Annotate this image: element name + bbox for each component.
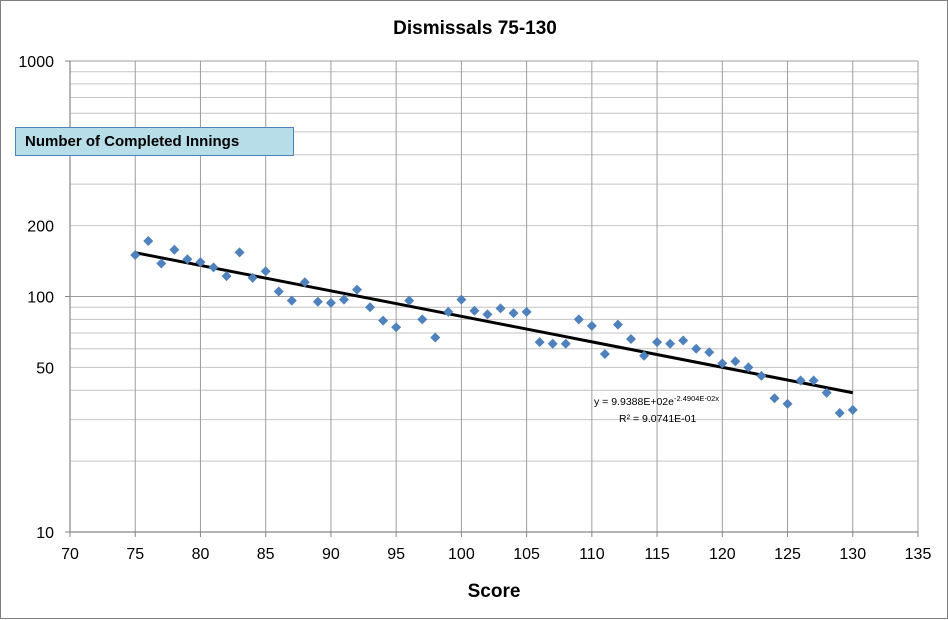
data-point bbox=[821, 387, 832, 398]
y-tick-label: 10 bbox=[36, 525, 54, 542]
data-point bbox=[443, 306, 454, 317]
data-point bbox=[586, 320, 597, 331]
y-tick-label: 200 bbox=[27, 219, 54, 236]
data-point bbox=[691, 343, 702, 354]
data-point bbox=[325, 297, 336, 308]
data-point bbox=[756, 370, 767, 381]
x-tick-label: 100 bbox=[448, 546, 475, 563]
x-tick-label: 95 bbox=[387, 546, 405, 563]
data-point bbox=[338, 294, 349, 305]
trendline-r-squared: R² = 9.0741E-01 bbox=[619, 413, 697, 425]
legend-label: Number of Completed Innings bbox=[25, 133, 240, 150]
x-tick-label: 70 bbox=[61, 546, 79, 563]
data-point bbox=[208, 262, 219, 273]
data-point bbox=[521, 306, 532, 317]
data-point bbox=[612, 319, 623, 330]
x-tick-label: 105 bbox=[513, 546, 540, 563]
legend: Number of Completed Innings bbox=[15, 127, 294, 156]
data-point bbox=[352, 284, 363, 295]
data-point bbox=[234, 247, 245, 258]
data-point bbox=[247, 272, 258, 283]
data-point bbox=[195, 257, 206, 268]
data-point bbox=[156, 258, 167, 269]
x-tick-label: 75 bbox=[126, 546, 144, 563]
data-point bbox=[547, 338, 558, 349]
data-point bbox=[260, 266, 271, 277]
data-point bbox=[286, 295, 297, 306]
data-point bbox=[534, 337, 545, 348]
x-tick-label: 125 bbox=[774, 546, 801, 563]
data-point bbox=[599, 348, 610, 359]
data-point bbox=[391, 322, 402, 333]
y-tick-label: 1000 bbox=[18, 54, 54, 71]
x-tick-label: 110 bbox=[579, 546, 605, 563]
x-tick-label: 115 bbox=[644, 546, 670, 563]
data-point bbox=[365, 302, 376, 313]
data-point bbox=[143, 236, 154, 247]
data-point bbox=[769, 393, 780, 404]
data-point bbox=[456, 294, 467, 305]
trendline-equation-base: y = 9.9388E+02e bbox=[594, 396, 674, 408]
gridlines bbox=[69, 60, 919, 533]
data-point bbox=[469, 305, 480, 316]
x-tick-label: 80 bbox=[192, 546, 210, 563]
y-tick-label: 100 bbox=[27, 290, 54, 307]
y-tick-label: 50 bbox=[36, 360, 54, 377]
data-point bbox=[495, 303, 506, 314]
x-tick-label: 85 bbox=[257, 546, 275, 563]
trendline bbox=[134, 251, 854, 395]
data-point bbox=[169, 244, 180, 255]
data-point bbox=[782, 398, 793, 409]
x-axis-title: Score bbox=[468, 581, 521, 602]
data-point bbox=[221, 271, 232, 282]
data-point bbox=[730, 356, 741, 367]
data-point bbox=[665, 338, 676, 349]
data-point bbox=[430, 332, 441, 343]
data-points bbox=[130, 236, 858, 419]
chart-title: Dismissals 75-130 bbox=[393, 18, 557, 39]
data-point bbox=[508, 308, 519, 319]
data-point bbox=[808, 375, 819, 386]
trendline-layer bbox=[134, 251, 854, 395]
x-tick-label: 90 bbox=[322, 546, 340, 563]
data-point bbox=[182, 254, 193, 265]
x-tick-label: 120 bbox=[709, 546, 736, 563]
data-point bbox=[704, 347, 715, 358]
data-point bbox=[573, 314, 584, 325]
data-point bbox=[273, 286, 284, 297]
data-point bbox=[652, 337, 663, 348]
data-point bbox=[639, 350, 650, 361]
trendline-equation: y = 9.9388E+02e-2.4904E-02x bbox=[594, 394, 719, 408]
data-point bbox=[130, 250, 141, 261]
data-point bbox=[678, 335, 689, 346]
data-point bbox=[795, 375, 806, 386]
data-point bbox=[378, 315, 389, 326]
data-point bbox=[717, 358, 728, 369]
trendline-equation-exponent: -2.4904E-02x bbox=[674, 394, 719, 403]
data-point bbox=[312, 296, 323, 307]
data-point bbox=[560, 338, 571, 349]
data-point bbox=[417, 314, 428, 325]
data-point bbox=[625, 333, 636, 344]
x-tick-label: 130 bbox=[839, 546, 866, 563]
data-point bbox=[743, 362, 754, 373]
data-point bbox=[834, 408, 845, 419]
data-point bbox=[404, 295, 415, 306]
data-point bbox=[847, 404, 858, 415]
tick-labels: 70 75 80 85 90 95 100 105 110 115 120 125 130 135 10 50… bbox=[18, 54, 931, 563]
x-tick-label: 135 bbox=[905, 546, 932, 563]
data-point bbox=[299, 277, 310, 288]
data-point bbox=[482, 309, 493, 320]
